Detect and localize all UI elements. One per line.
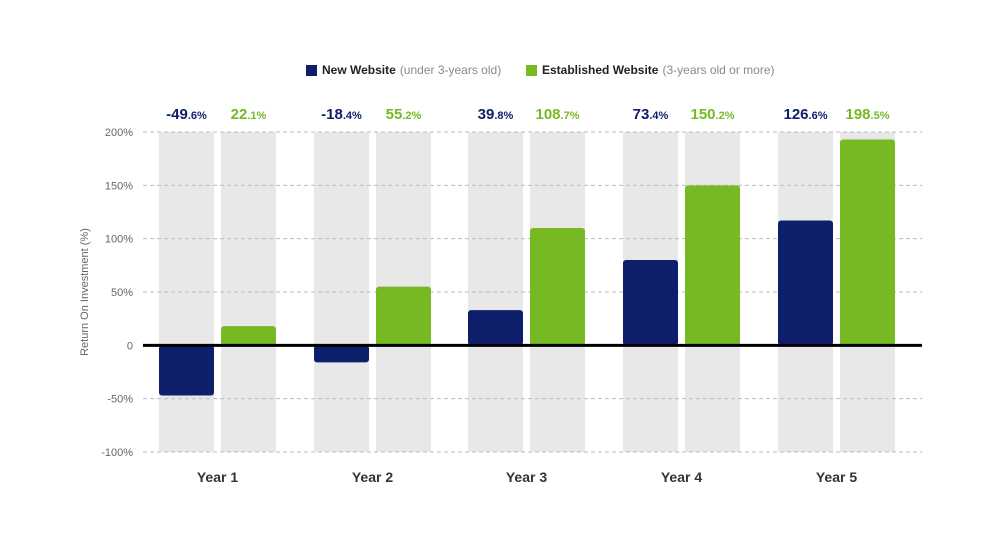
bar-new-website-year-1 — [159, 345, 214, 396]
bar-established-website-year-3 — [530, 228, 585, 346]
y-tick-label: 100% — [105, 234, 133, 246]
legend-detail: (3-years old or more) — [662, 63, 775, 77]
legend-label: Established Website — [542, 63, 659, 77]
legend-label: New Website — [322, 63, 396, 77]
y-tick-label: 50% — [111, 287, 133, 299]
data-label: 108.7% — [536, 106, 580, 123]
x-category-label: Year 3 — [506, 469, 547, 485]
data-label: 22.1% — [231, 106, 267, 123]
x-category-label: Year 4 — [661, 469, 702, 485]
data-label: 55.2% — [386, 106, 422, 123]
y-tick-label: -100% — [101, 447, 133, 459]
legend-swatch-established-website — [526, 64, 537, 76]
y-tick-label: 0 — [127, 340, 133, 352]
data-label: 39.8% — [478, 106, 514, 123]
data-label: 126.6% — [784, 106, 828, 123]
bar-new-website-year-5 — [778, 220, 833, 346]
y-tick-label: 200% — [105, 127, 133, 139]
bar-established-website-year-1 — [221, 326, 276, 346]
bar-established-website-year-2 — [376, 286, 431, 346]
x-category-label: Year 1 — [197, 469, 238, 485]
bar-new-website-year-2 — [314, 345, 369, 363]
legend-item-established-website: Established Website (3-years old or more… — [526, 63, 775, 77]
data-label: -18.4% — [321, 106, 362, 123]
legend-detail: (under 3-years old) — [399, 63, 502, 77]
bar-new-website-year-4 — [623, 260, 678, 346]
bar-established-website-year-5 — [840, 139, 895, 346]
y-axis-title: Return On Investment (%) — [79, 228, 91, 356]
legend-swatch-new-website — [306, 64, 317, 76]
bar-new-website-year-3 — [468, 310, 523, 346]
y-tick-label: 150% — [105, 180, 133, 192]
data-label: 73.4% — [633, 106, 669, 123]
data-label: 198.5% — [846, 106, 890, 123]
bar-established-website-year-4 — [685, 185, 740, 346]
legend-item-new-website: New Website (under 3-years old) — [306, 63, 501, 77]
data-label: -49.6% — [166, 106, 207, 123]
legend: New Website (under 3-years old) Establis… — [0, 63, 1000, 81]
y-tick-label: -50% — [107, 394, 133, 406]
data-label: 150.2% — [691, 106, 735, 123]
x-category-label: Year 2 — [352, 469, 393, 485]
x-category-label: Year 5 — [816, 469, 857, 485]
